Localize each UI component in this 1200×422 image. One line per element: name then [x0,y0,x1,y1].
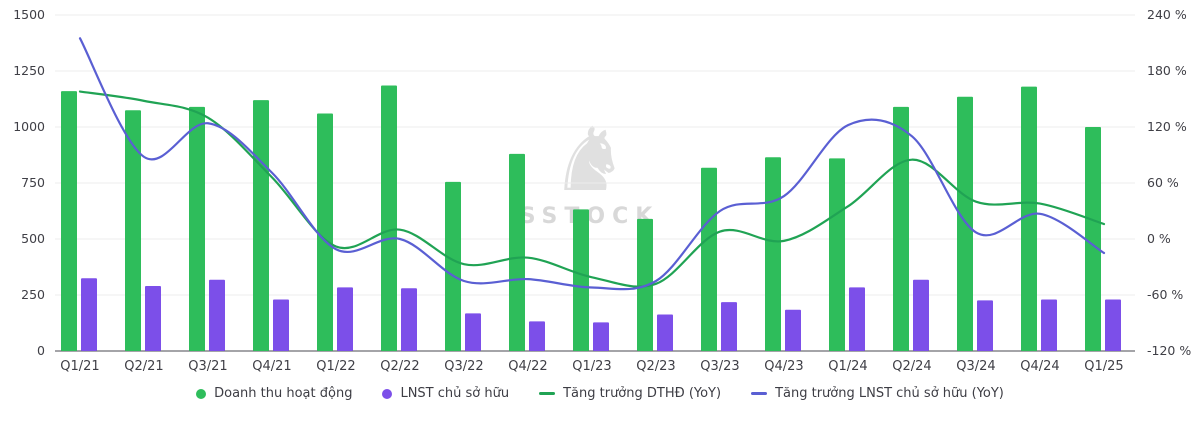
x-axis-tick-label: Q3/24 [956,359,995,374]
left-axis-tick-label: 1500 [13,7,45,22]
profit-bar[interactable] [1041,299,1057,351]
left-axis-tick-label: 250 [21,287,45,302]
profit-bar[interactable] [913,279,929,351]
right-axis-tick-label: -60 % [1147,287,1183,302]
x-axis-tick-label: Q3/21 [188,359,227,374]
profit-growth-dash-icon [751,392,768,395]
revenue-bar[interactable] [573,209,589,351]
profit-growth-line[interactable] [78,37,1106,291]
revenue-dot-icon [196,388,207,399]
x-axis-tick-label: Q4/22 [508,359,547,374]
x-axis-tick-label: Q2/22 [380,359,419,374]
right-axis-tick-label: 240 % [1147,7,1187,22]
revenue-bar[interactable] [253,100,269,352]
left-axis-tick-label: 750 [21,175,45,190]
x-axis-tick-label: Q1/22 [316,359,355,374]
revenue-bar[interactable] [1085,127,1101,351]
profit-bar[interactable] [721,302,737,351]
profit-bar[interactable] [1105,299,1121,351]
x-axis-tick-label: Q3/23 [700,359,739,374]
revenue-bar[interactable] [1021,86,1037,352]
left-axis-tick-label: 1000 [13,119,45,134]
legend-item-revenue[interactable]: Doanh thu hoạt động [196,386,352,401]
revenue-bar[interactable] [893,106,909,351]
profit-bar[interactable] [209,279,225,351]
profit-bar[interactable] [273,299,289,351]
profit-bar[interactable] [657,314,673,351]
right-axis-tick-label: 0 % [1147,231,1171,246]
revenue-growth-dash-icon [539,392,556,395]
revenue-bar[interactable] [189,106,205,351]
x-axis-tick-label: Q1/24 [828,359,867,374]
legend-label-revenue-growth: Tăng trưởng DTHĐ (YoY) [563,386,722,401]
legend: Doanh thu hoạt động LNST chủ sở hữu Tăng… [0,386,1200,401]
revenue-bar[interactable] [957,96,973,351]
right-axis-tick-label: 60 % [1147,175,1179,190]
legend-item-profit-growth[interactable]: Tăng trưởng LNST chủ sở hữu (YoY) [751,386,1004,401]
revenue-bar[interactable] [381,85,397,351]
x-axis-tick-label: Q3/22 [444,359,483,374]
x-axis-tick-label: Q1/25 [1084,359,1123,374]
profit-bar[interactable] [785,309,801,351]
left-axis-tick-label: 0 [37,343,45,358]
profit-dot-icon [382,388,393,399]
revenue-growth-line[interactable] [78,90,1106,288]
x-axis-tick-label: Q4/21 [252,359,291,374]
profit-bar[interactable] [977,300,993,351]
x-axis-tick-label: Q1/23 [572,359,611,374]
left-axis-tick-label: 500 [21,231,45,246]
legend-item-profit[interactable]: LNST chủ sở hữu [382,386,509,401]
x-axis-tick-label: Q4/23 [764,359,803,374]
profit-bar[interactable] [529,321,545,351]
profit-bar[interactable] [401,288,417,351]
revenue-bar[interactable] [317,113,333,351]
x-axis-tick-label: Q4/24 [1020,359,1059,374]
right-axis-tick-label: -120 % [1147,343,1191,358]
x-axis-tick-label: Q1/21 [60,359,99,374]
revenue-bar[interactable] [125,110,141,351]
revenue-bar[interactable] [765,157,781,351]
x-axis-tick-label: Q2/23 [636,359,675,374]
profit-bar[interactable] [337,287,353,351]
legend-label-revenue: Doanh thu hoạt động [214,386,353,401]
revenue-bar[interactable] [445,181,461,351]
legend-label-profit: LNST chủ sở hữu [400,386,510,401]
x-axis-tick-label: Q2/24 [892,359,931,374]
profit-bar[interactable] [465,313,481,351]
left-axis-tick-label: 1250 [13,63,45,78]
right-axis-tick-label: 120 % [1147,119,1187,134]
profit-bar[interactable] [849,287,865,351]
legend-label-profit-growth: Tăng trưởng LNST chủ sở hữu (YoY) [775,386,1004,401]
x-axis-tick-label: Q2/21 [124,359,163,374]
profit-bar[interactable] [593,322,609,351]
revenue-bar[interactable] [509,153,525,351]
profit-bar[interactable] [81,278,97,351]
right-axis-tick-label: 180 % [1147,63,1187,78]
revenue-bar[interactable] [701,167,717,351]
revenue-bar[interactable] [61,91,77,351]
legend-item-revenue-growth[interactable]: Tăng trưởng DTHĐ (YoY) [539,386,721,401]
revenue-bar[interactable] [829,158,845,351]
profit-bar[interactable] [145,286,161,351]
